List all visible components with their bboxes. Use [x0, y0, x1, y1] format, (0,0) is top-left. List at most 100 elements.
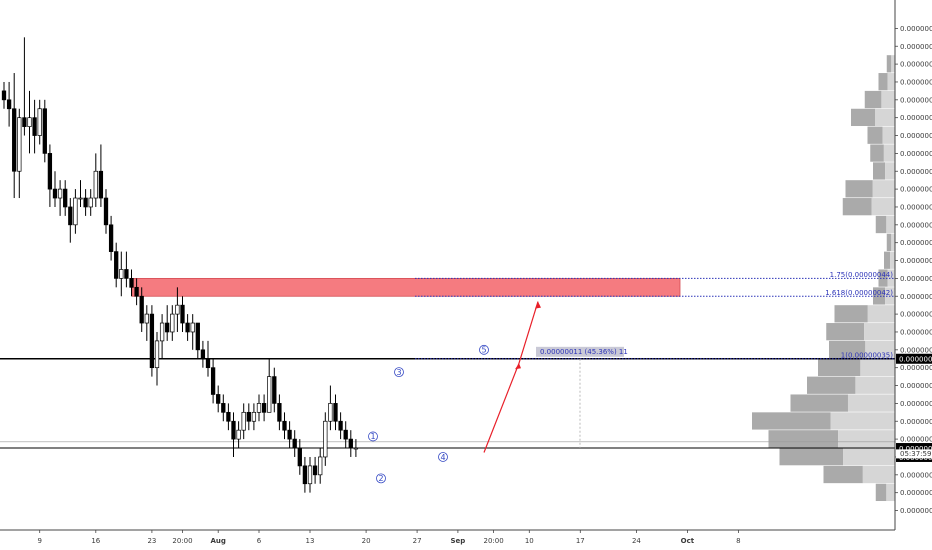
candle-down: [205, 358, 211, 369]
countdown-label: 05:37:59: [900, 450, 931, 458]
candle-down: [52, 188, 58, 199]
candle-down: [272, 376, 277, 404]
volume-profile-bar-dark: [851, 108, 876, 127]
volume-profile-bar-light: [886, 483, 895, 502]
x-tick-label: 6: [257, 537, 262, 545]
candle-down: [98, 170, 104, 199]
candle-down: [261, 403, 267, 413]
wave-label: 2: [378, 474, 383, 483]
candle-down: [246, 411, 251, 422]
volume-profile-bar-light: [881, 90, 895, 109]
candle-down: [129, 278, 134, 288]
volume-profile-bar-light: [872, 180, 895, 198]
x-tick-label: 20:00: [172, 537, 192, 545]
price-badge-label: 0.00000035: [899, 356, 932, 364]
volume-profile-bar-light: [883, 144, 895, 162]
volume-profile-bar-light: [875, 108, 895, 127]
y-tick-label: 0.00000048: [900, 239, 932, 247]
candle-down: [68, 206, 73, 226]
arrowhead: [515, 363, 521, 370]
candle-down: [42, 108, 47, 154]
volume-profile-bar-dark: [790, 394, 848, 412]
x-tick-label: 20:00: [484, 537, 504, 545]
volume-profile-bar-dark: [752, 412, 831, 430]
volume-profile-bar-dark: [875, 215, 887, 234]
volume-profile-bar-light: [885, 162, 895, 180]
candle-up: [88, 197, 93, 208]
volume-profile-bar-dark: [826, 323, 865, 341]
x-tick-label: 10: [525, 537, 534, 545]
candle-down: [149, 313, 155, 369]
y-tick-label: 0.00000050: [900, 221, 932, 229]
volume-profile-bar-light: [862, 465, 895, 484]
candle-up: [170, 313, 175, 333]
volume-profile-bar-dark: [779, 448, 844, 466]
wave-label: 5: [481, 346, 486, 355]
candle-down: [297, 447, 302, 467]
volume-profile-bar-dark: [870, 144, 884, 162]
volume-profile-bar-light: [867, 305, 895, 323]
volume-profile-bar-dark: [875, 483, 887, 502]
x-tick-label: 27: [413, 537, 422, 545]
candle-up: [144, 313, 149, 324]
volume-profile-bar-dark: [873, 162, 886, 180]
candle-up: [37, 108, 42, 136]
candle-down: [32, 117, 37, 136]
horizontal-lines: [0, 358, 895, 449]
volume-profile-bar-dark: [842, 198, 872, 216]
candle-down: [338, 420, 343, 431]
candle-up: [318, 456, 323, 476]
candle-down: [47, 153, 53, 190]
wave-label: 3: [396, 368, 401, 377]
price-badge: [896, 443, 932, 454]
volume-profile-bar-dark: [867, 126, 883, 144]
candle-up: [57, 188, 63, 199]
y-tick-label: 0.00000060: [900, 132, 932, 140]
y-tick-label: 0.00000062: [900, 114, 932, 122]
volume-profile-bar-light: [882, 126, 895, 144]
volume-profile-bar-light: [830, 412, 895, 430]
volume-profile-bar-light: [860, 358, 895, 377]
volume-profile: [752, 55, 895, 502]
resistance-zone: [131, 277, 681, 297]
y-tick-label: 0.00000068: [900, 61, 932, 69]
candle-down: [83, 197, 88, 208]
wave-marker: [438, 452, 448, 462]
volume-profile-bar-dark: [834, 305, 868, 323]
candle-up: [73, 197, 78, 226]
wave-marker: [479, 344, 489, 355]
volume-profile-bar-dark: [845, 180, 873, 198]
measure-label: 0.00000011 (45.36%) 11: [540, 348, 628, 356]
candle-up: [241, 411, 246, 431]
y-tick-label: 0.00000020: [900, 489, 932, 497]
y-tick-label: 0.00000022: [900, 471, 932, 479]
drawings: 1.75(0.00000044) 1.618(0.00000042) 1(0.000…: [368, 271, 895, 484]
volume-profile-bar-light: [887, 73, 895, 91]
y-tick-label: 0.00000054: [900, 186, 932, 194]
candle-down: [124, 269, 129, 279]
arrowhead: [535, 301, 541, 309]
x-tick-label: 24: [632, 537, 641, 545]
fib-level-label: 1.75(0.00000044): [830, 271, 894, 279]
candle-up: [256, 403, 262, 413]
x-tick-label: 9: [37, 537, 41, 545]
candle-up: [267, 376, 272, 413]
candle-up: [175, 304, 180, 315]
volume-profile-bar-dark: [768, 430, 839, 448]
candle-down: [287, 429, 292, 440]
candle-down: [333, 403, 338, 422]
candle-down: [22, 117, 27, 127]
y-tick-label: 0.00000066: [900, 78, 932, 86]
candle-down: [185, 322, 190, 333]
y-tick-label: 0.00000030: [900, 400, 932, 408]
y-tick-label: 0.00000036: [900, 346, 932, 354]
wave-marker: [394, 367, 404, 378]
volume-profile-bar-light: [855, 376, 895, 394]
volume-profile-bar-light: [891, 233, 895, 252]
candle-down: [6, 99, 12, 110]
y-tick-label: 0.00000052: [900, 203, 932, 211]
candle-up: [190, 322, 195, 333]
x-tick-label: Sep: [450, 537, 465, 545]
candle-up: [307, 465, 313, 485]
